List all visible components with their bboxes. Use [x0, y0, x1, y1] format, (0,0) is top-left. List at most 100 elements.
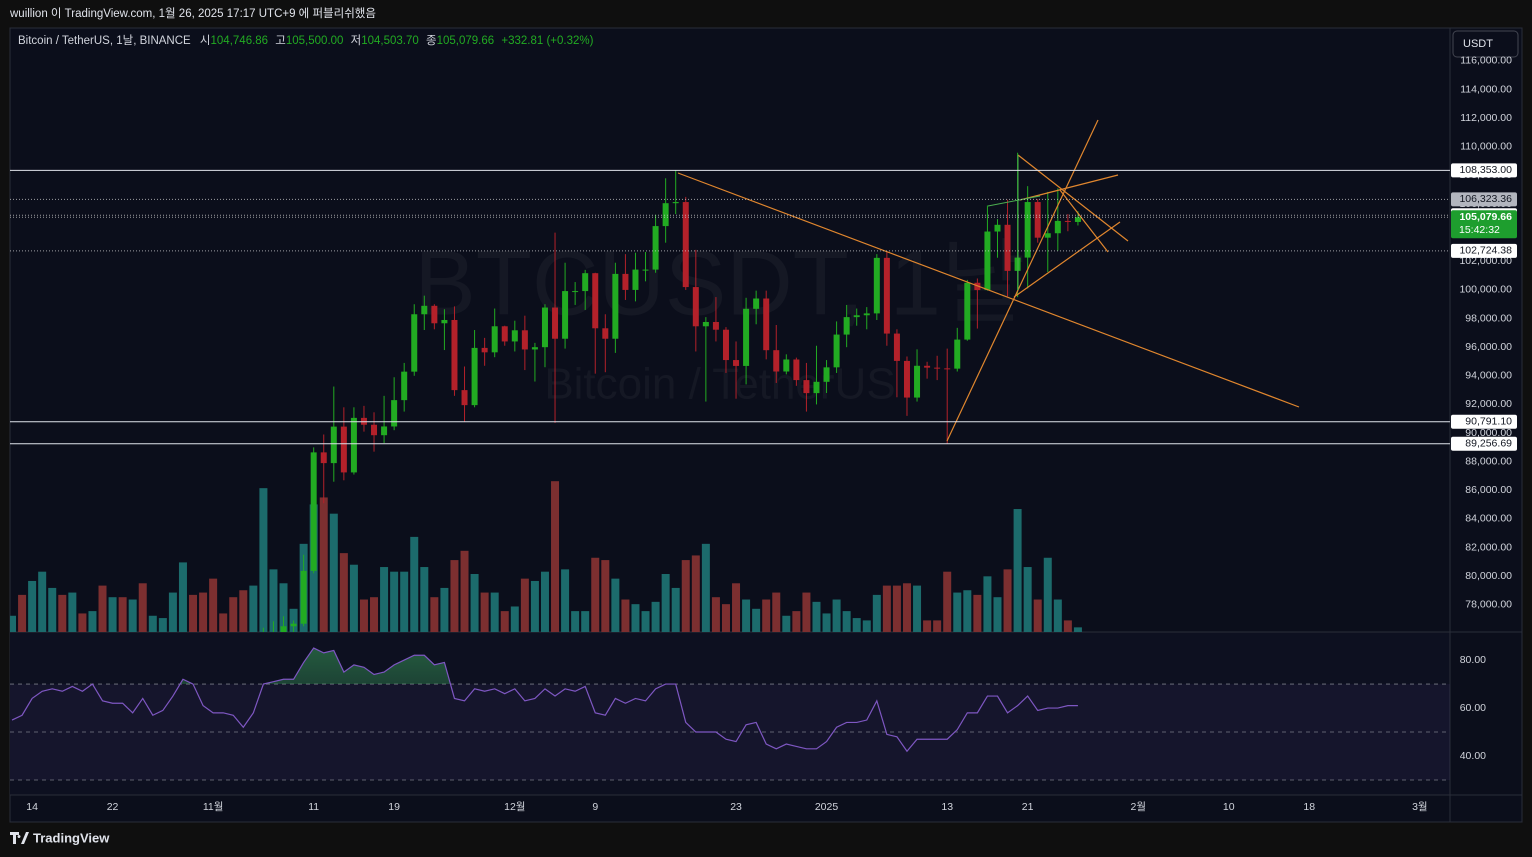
- y-tick-label: 112,000.00: [1460, 112, 1512, 124]
- price-marker-label: 102,724.38: [1459, 245, 1512, 257]
- volume-bar: [78, 613, 87, 632]
- candle-body: [783, 359, 790, 372]
- volume-bar: [943, 571, 952, 632]
- trendline: [946, 119, 1099, 442]
- candle-body: [642, 269, 649, 271]
- x-tick-label: 22: [107, 801, 119, 813]
- x-tick-label: 9: [592, 801, 598, 813]
- volume-bar: [380, 567, 389, 632]
- candle-body: [582, 273, 589, 292]
- volume-bar: [108, 597, 117, 632]
- volume-bar: [581, 611, 590, 632]
- volume-bar: [711, 597, 720, 632]
- y-tick-label: 94,000.00: [1465, 370, 1512, 382]
- volume-bar: [1003, 569, 1012, 632]
- volume-bar: [852, 618, 861, 632]
- candle-body: [572, 291, 579, 293]
- trendline: [1059, 189, 1109, 253]
- candle-body: [773, 350, 780, 372]
- candle-body: [401, 371, 408, 401]
- candle-body: [763, 298, 770, 351]
- candle-body: [381, 426, 388, 436]
- x-tick-label: 11: [308, 801, 319, 813]
- price-marker-label: 90,791.10: [1465, 416, 1512, 428]
- volume-bar: [641, 611, 650, 632]
- volume-bar: [561, 569, 570, 632]
- volume-bar: [1043, 557, 1052, 632]
- legend-key: 종: [426, 35, 437, 47]
- candle-body: [833, 334, 840, 368]
- watermark-name: Bitcoin / TetherUS: [544, 360, 895, 409]
- volume-bar: [892, 585, 901, 632]
- volume-bar: [88, 611, 97, 632]
- candle-body: [541, 307, 548, 348]
- volume-bar: [762, 599, 771, 632]
- candle-body: [702, 321, 709, 327]
- volume-bar: [721, 604, 730, 632]
- candle-body: [662, 203, 669, 227]
- candle-body: [511, 330, 518, 342]
- candle-body: [391, 400, 398, 427]
- tradingview-logo: TradingView: [10, 830, 110, 845]
- y-tick-label: 90,000.00: [1465, 427, 1512, 439]
- volume-bar: [390, 571, 399, 632]
- watermark-symbol: BTCUSDT, 1날: [414, 232, 1025, 334]
- volume-bar: [540, 571, 549, 632]
- y-tick-label: 98,000.00: [1465, 312, 1512, 324]
- rsi-tick-label: 60.00: [1460, 702, 1486, 714]
- volume-bar: [259, 488, 268, 632]
- volume-bar: [782, 615, 791, 632]
- logo-mark: [10, 832, 29, 844]
- candle-body: [501, 326, 508, 342]
- volume-bar: [551, 481, 560, 632]
- trendline: [1013, 221, 1121, 298]
- volume-bar: [400, 571, 409, 632]
- candle-body: [350, 417, 357, 473]
- volume-bar: [18, 594, 27, 632]
- x-tick-label: 10: [1223, 801, 1235, 813]
- volume-bar: [239, 590, 248, 632]
- volume-bar: [470, 574, 479, 632]
- legend-value: 104,746.86: [211, 35, 269, 47]
- volume-bar: [279, 583, 288, 632]
- rsi-tick-label: 40.00: [1460, 750, 1486, 762]
- legend: Bitcoin / TetherUS, 1날, BINANCE 시104,746…: [18, 34, 594, 47]
- candle-body: [954, 339, 961, 369]
- price-marker: [1451, 210, 1517, 239]
- volume-bar: [691, 555, 700, 632]
- candle-body: [562, 291, 569, 339]
- volume-bar: [872, 594, 881, 632]
- candle-body: [1004, 224, 1011, 271]
- currency-button[interactable]: [1452, 30, 1519, 58]
- volume-bar: [822, 613, 831, 632]
- candle-body: [803, 380, 810, 394]
- legend-key: 저: [351, 34, 362, 47]
- x-tick-label: 19: [388, 801, 400, 813]
- volume-bar: [812, 601, 821, 632]
- volume-bar: [601, 560, 610, 632]
- x-tick-label: 12월: [504, 801, 525, 813]
- price-marker-label: 89,256.69: [1465, 437, 1512, 449]
- y-tick-label: 82,000.00: [1465, 541, 1512, 553]
- y-tick-label: 78,000.00: [1465, 599, 1512, 611]
- volume-bar: [48, 587, 57, 632]
- y-tick-label: 114,000.00: [1460, 83, 1512, 95]
- candle-body: [813, 381, 820, 394]
- x-tick-label: 3월: [1412, 801, 1428, 813]
- volume-bar: [611, 578, 620, 632]
- volume-bar: [269, 569, 278, 632]
- volume-bar: [520, 578, 529, 632]
- trendlines: [677, 119, 1300, 442]
- candle-body: [330, 426, 337, 464]
- candle-body: [863, 313, 870, 316]
- volume-bar: [510, 606, 519, 632]
- volume-bar: [178, 562, 187, 632]
- candle-body: [320, 452, 327, 464]
- volume-bar: [1053, 599, 1062, 632]
- candle-layer: [10, 152, 1082, 632]
- volume-bar: [732, 583, 741, 632]
- candle-body: [1074, 217, 1081, 222]
- volume-bar: [450, 560, 459, 632]
- currency-label: USDT: [1463, 38, 1493, 50]
